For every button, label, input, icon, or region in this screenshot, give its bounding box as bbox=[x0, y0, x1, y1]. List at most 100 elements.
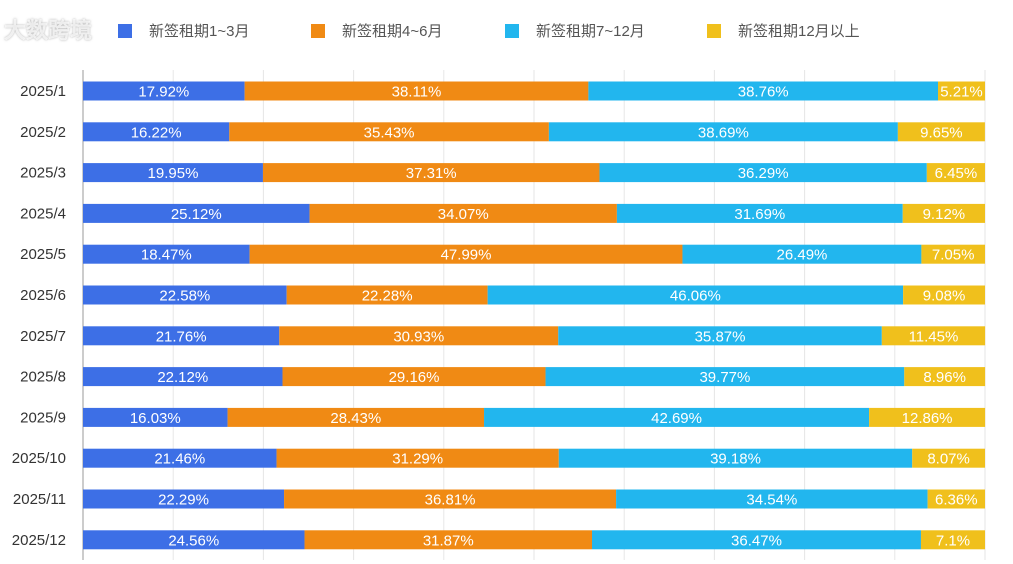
data-label: 25.12% bbox=[171, 206, 222, 223]
bar-segment bbox=[83, 407, 228, 427]
y-tick-label: 2025/5 bbox=[20, 246, 66, 263]
bar-segment bbox=[83, 81, 245, 101]
data-label: 22.29% bbox=[158, 492, 209, 509]
bar-segment bbox=[249, 244, 683, 264]
bar-segment bbox=[591, 530, 921, 550]
data-label: 22.58% bbox=[159, 288, 210, 305]
data-label: 36.47% bbox=[731, 532, 782, 549]
legend-item[interactable]: 新签租期4~6月 bbox=[311, 20, 442, 41]
bar-segment bbox=[244, 81, 589, 101]
data-label: 47.99% bbox=[441, 247, 492, 264]
bar-segment bbox=[284, 489, 617, 509]
legend-swatch bbox=[707, 23, 721, 38]
data-label: 31.69% bbox=[734, 206, 785, 223]
bar-segment bbox=[558, 448, 913, 468]
data-label: 9.65% bbox=[920, 124, 963, 141]
y-tick-label: 2025/10 bbox=[12, 450, 66, 467]
bar-segment bbox=[83, 326, 280, 346]
bar-segment bbox=[83, 448, 277, 468]
bar-segment bbox=[599, 163, 927, 183]
bar-segment bbox=[616, 203, 903, 223]
bar-segment bbox=[545, 367, 905, 387]
bar-segment bbox=[897, 122, 985, 142]
bar-segment bbox=[920, 530, 985, 550]
bar-segment bbox=[279, 326, 559, 346]
data-label: 9.12% bbox=[923, 206, 966, 223]
bar-segment bbox=[487, 285, 904, 305]
data-label: 29.16% bbox=[389, 369, 440, 386]
watermark: 大数跨境 bbox=[4, 18, 93, 43]
bar-segment bbox=[921, 244, 985, 264]
y-tick-label: 2025/7 bbox=[20, 328, 66, 345]
legend-item[interactable]: 新签租期1~3月 bbox=[118, 20, 249, 41]
bar-segment bbox=[902, 203, 985, 223]
bar-segment bbox=[304, 530, 592, 550]
data-label: 21.46% bbox=[154, 451, 205, 468]
y-tick-label: 2025/11 bbox=[13, 491, 66, 508]
bar-segment bbox=[83, 530, 305, 550]
bar-segment bbox=[938, 81, 985, 101]
bar-segment bbox=[912, 448, 985, 468]
data-label: 6.36% bbox=[935, 492, 978, 509]
data-label: 36.29% bbox=[738, 165, 789, 182]
data-label: 28.43% bbox=[330, 410, 381, 427]
bar-segment bbox=[927, 489, 985, 509]
bar-segment bbox=[903, 285, 985, 305]
bar-segment bbox=[616, 489, 928, 509]
legend-item[interactable]: 新签租期12月以上 bbox=[707, 20, 860, 41]
data-label: 26.49% bbox=[777, 247, 828, 264]
data-label: 16.03% bbox=[130, 410, 181, 427]
data-label: 34.54% bbox=[746, 492, 797, 509]
y-tick-label: 2025/3 bbox=[20, 165, 66, 182]
bar-segment bbox=[548, 122, 898, 142]
bar-segment bbox=[229, 122, 549, 142]
legend-swatch bbox=[118, 23, 132, 38]
bar-segment bbox=[83, 244, 250, 264]
legend-swatch bbox=[311, 23, 325, 38]
data-label: 12.86% bbox=[902, 410, 953, 427]
data-label: 36.81% bbox=[425, 492, 476, 509]
bar-segment bbox=[558, 326, 882, 346]
data-label: 39.18% bbox=[710, 451, 761, 468]
bar-segment bbox=[588, 81, 939, 101]
bar-segment bbox=[262, 163, 600, 183]
legend-label: 新签租期4~6月 bbox=[342, 23, 443, 40]
data-label: 17.92% bbox=[138, 84, 189, 101]
y-tick-label: 2025/9 bbox=[20, 409, 66, 426]
legend-item[interactable]: 新签租期7~12月 bbox=[505, 20, 645, 41]
y-tick-label: 2025/4 bbox=[20, 205, 66, 222]
bar-segment bbox=[881, 326, 986, 346]
data-label: 21.76% bbox=[156, 328, 207, 345]
bar-segment bbox=[282, 367, 546, 387]
data-label: 8.96% bbox=[923, 369, 966, 386]
data-label: 11.45% bbox=[909, 328, 959, 345]
data-label: 19.95% bbox=[148, 165, 199, 182]
data-label: 46.06% bbox=[670, 288, 721, 305]
data-label: 6.45% bbox=[935, 165, 978, 182]
data-label: 42.69% bbox=[651, 410, 702, 427]
data-label: 38.76% bbox=[738, 84, 789, 101]
y-tick-label: 2025/1 bbox=[20, 83, 66, 100]
bar-segment bbox=[83, 163, 263, 183]
data-label: 8.07% bbox=[927, 451, 970, 468]
bar-segment bbox=[83, 122, 230, 142]
data-label: 30.93% bbox=[393, 328, 444, 345]
bar-segment bbox=[286, 285, 488, 305]
bar-segment bbox=[926, 163, 985, 183]
bar-segment bbox=[682, 244, 922, 264]
data-label: 35.87% bbox=[695, 328, 746, 345]
bar-segment bbox=[484, 407, 870, 427]
data-label: 34.07% bbox=[438, 206, 489, 223]
bar-segment bbox=[309, 203, 617, 223]
bar-segment bbox=[227, 407, 485, 427]
data-label: 16.22% bbox=[131, 124, 182, 141]
y-tick-label: 2025/8 bbox=[20, 369, 66, 386]
y-tick-label: 2025/2 bbox=[20, 124, 66, 141]
data-label: 31.29% bbox=[392, 451, 443, 468]
data-label: 7.1% bbox=[936, 532, 970, 549]
bar-segment bbox=[83, 367, 283, 387]
y-tick-label: 2025/12 bbox=[12, 532, 66, 549]
bar-segment bbox=[83, 489, 285, 509]
legend: 新签租期1~3月 新签租期4~6月 新签租期7~12月 新签租期12月以上 bbox=[0, 20, 1013, 44]
